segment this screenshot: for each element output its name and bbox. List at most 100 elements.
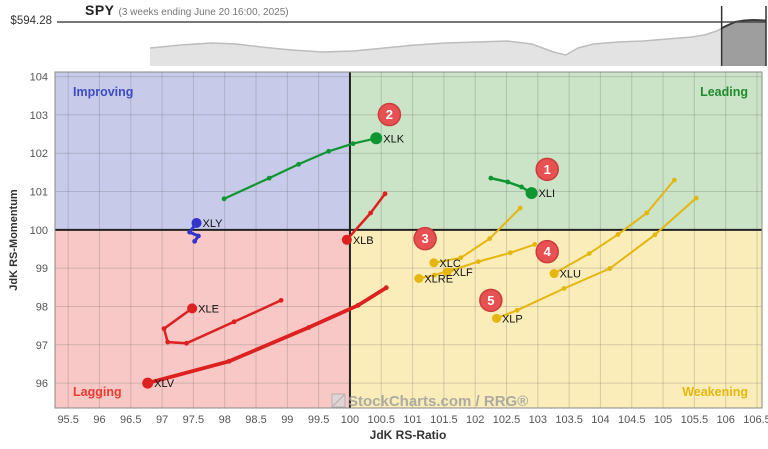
quadrant-weakening	[349, 229, 762, 408]
etf-label-XLF[interactable]: XLF	[453, 267, 473, 279]
y-tick-label: 98	[36, 301, 48, 313]
price-strip: SPY (3 weeks ending June 20 16:00, 2025) …	[0, 0, 768, 66]
spy-area-outline	[149, 19, 767, 56]
y-tick-label: 99	[36, 263, 48, 275]
etf-tail-marker-XLK	[296, 161, 301, 167]
plot-border	[54, 71, 763, 409]
etf-tail-marker-XLE	[161, 326, 167, 332]
etf-tail-marker-XLK	[326, 148, 332, 154]
svg-text:4: 4	[544, 244, 552, 259]
y-tick-label: 97	[36, 340, 48, 352]
etf-tail-marker-XLV	[355, 302, 361, 308]
etf-label-XLP[interactable]: XLP	[502, 313, 523, 325]
etf-tail-marker-XLC	[517, 205, 523, 211]
quadrant-label-improving: Improving	[73, 85, 133, 99]
x-tick-label: 103.5	[555, 414, 583, 426]
etf-tail-marker-XLV	[226, 358, 232, 364]
etf-tail-marker-XLY	[196, 233, 201, 239]
etf-head-XLC[interactable]	[429, 258, 439, 268]
etf-tail-marker-XLRE	[432, 272, 437, 278]
x-tick-label: 100	[341, 414, 359, 426]
etf-head-XLE[interactable]	[187, 303, 198, 314]
x-tick-label: 101.5	[430, 414, 458, 426]
x-tick-label: 96.5	[120, 414, 141, 426]
etf-tail-marker-XLI	[488, 175, 494, 181]
etf-head-XLK[interactable]	[370, 132, 383, 145]
etf-tail-marker-XLC	[487, 236, 492, 242]
x-tick-label: 97.5	[183, 414, 204, 426]
y-tick-label: 103	[30, 110, 48, 122]
etf-tail-marker-XLK	[266, 175, 272, 181]
etf-tail-marker-XLE	[165, 339, 171, 345]
price-sparkline	[57, 6, 767, 66]
callout-badge-1: 1	[535, 157, 559, 182]
x-tick-label: 101	[403, 414, 421, 426]
etf-tail-XLF	[446, 243, 536, 273]
highlight-window	[721, 18, 767, 66]
etf-head-XLP[interactable]	[491, 313, 501, 323]
etf-label-XLB[interactable]: XLB	[353, 235, 374, 247]
quadrant-leading	[349, 72, 762, 230]
svg-text:5: 5	[487, 293, 494, 308]
etf-label-XLC[interactable]: XLC	[439, 258, 460, 270]
etf-head-XLI[interactable]	[525, 187, 538, 200]
quadrant-label-weakening: Weakening	[682, 385, 748, 399]
svg-text:2: 2	[386, 107, 393, 122]
quadrant-label-lagging: Lagging	[73, 385, 122, 399]
etf-tail-marker-XLI	[505, 179, 511, 185]
x-tick-label: 98.5	[245, 414, 266, 426]
x-tick-label: 103	[529, 414, 547, 426]
x-tick-label: 99	[281, 414, 293, 426]
etf-label-XLE[interactable]: XLE	[198, 303, 219, 315]
x-tick-label: 106	[716, 414, 734, 426]
x-tick-label: 104.5	[618, 414, 646, 426]
etf-head-XLU[interactable]	[549, 269, 559, 279]
etf-tail-XLE	[162, 299, 283, 345]
etf-tail-marker-XLV	[383, 285, 389, 291]
etf-label-XLY[interactable]: XLY	[203, 218, 224, 230]
etf-head-XLV[interactable]	[142, 377, 154, 389]
y-tick-label: 102	[30, 148, 48, 160]
x-tick-label: 100.5	[367, 414, 395, 426]
etf-label-XLU[interactable]: XLU	[560, 269, 581, 281]
etf-tail-marker-XLE	[278, 297, 284, 303]
x-tick-label: 106.5	[743, 414, 768, 426]
x-tick-label: 96	[93, 414, 105, 426]
etf-tail-marker-XLK	[221, 196, 227, 202]
x-tick-label: 105.5	[681, 414, 709, 426]
etf-tail-XLY	[188, 221, 200, 243]
etf-tail-marker-XLB	[382, 191, 388, 197]
etf-tail-marker-XLU	[671, 177, 677, 183]
x-tick-label: 95.5	[57, 414, 78, 426]
stockcharts-watermark: StockCharts.com / RRG®	[331, 393, 528, 410]
x-tick-label: 105	[654, 414, 672, 426]
watermark-text: StockCharts.com / RRG®	[348, 393, 528, 410]
etf-head-XLB[interactable]	[341, 234, 352, 245]
etf-head-XLY[interactable]	[191, 217, 202, 228]
etf-tail-marker-XLP	[693, 195, 699, 201]
etf-tail-marker-XLI	[519, 184, 524, 190]
etf-tail-XLK	[223, 137, 378, 200]
etf-tail-marker-XLC	[458, 255, 464, 261]
etf-label-XLK[interactable]: XLK	[383, 133, 404, 145]
etf-tail-marker-XLF	[475, 259, 481, 265]
etf-label-XLV[interactable]: XLV	[154, 378, 175, 390]
etf-label-XLI[interactable]: XLI	[539, 188, 556, 200]
y-tick-label: 100	[30, 225, 48, 237]
etf-tail-marker-XLV	[306, 325, 312, 330]
x-axis-title: JdK RS-Ratio	[369, 428, 447, 442]
x-tick-label: 97	[156, 414, 168, 426]
strip-title: SPY (3 weeks ending June 20 16:00, 2025)	[85, 2, 289, 18]
svg-text:3: 3	[421, 231, 428, 246]
etf-tail-marker-XLK	[350, 141, 356, 147]
y-axis-title: JdK RS-Momentum	[8, 189, 20, 291]
etf-tail-marker-XLE	[184, 340, 189, 346]
price-axis-label: $594.28	[10, 15, 52, 27]
x-tick-label: 102	[466, 414, 484, 426]
rrg-plot: Improving Leading Lagging Weakening StockCha…	[30, 71, 768, 426]
y-tick-label: 104	[30, 72, 48, 84]
etf-head-XLRE[interactable]	[414, 274, 424, 284]
etf-tail-marker-XLF	[532, 242, 538, 247]
etf-label-XLRE[interactable]: XLRE	[424, 274, 453, 286]
